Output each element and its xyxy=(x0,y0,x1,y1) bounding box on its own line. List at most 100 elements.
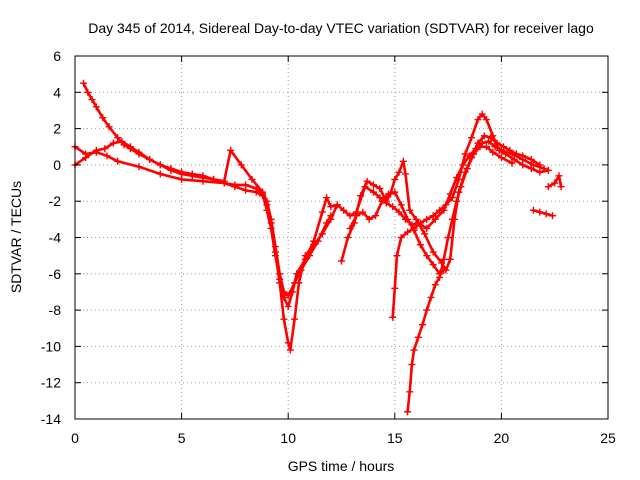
data-point-marker xyxy=(429,248,437,256)
data-point-marker xyxy=(357,192,365,200)
data-point-marker xyxy=(468,134,476,142)
data-point-marker xyxy=(440,266,448,274)
data-point-marker xyxy=(114,157,122,165)
data-point-marker xyxy=(423,306,431,314)
data-point-marker xyxy=(391,175,399,183)
grid xyxy=(75,56,608,419)
data-point-marker xyxy=(536,208,544,216)
data-point-marker xyxy=(327,212,335,220)
data-point-marker xyxy=(414,333,422,341)
data-point-marker xyxy=(557,183,565,191)
data-point-marker xyxy=(271,243,279,251)
data-point-marker xyxy=(431,281,439,289)
data-point-marker xyxy=(376,184,384,192)
data-point-marker xyxy=(401,170,409,178)
data-point-marker xyxy=(389,203,397,211)
data-point-marker xyxy=(423,252,431,260)
data-point-marker xyxy=(527,165,535,173)
series-line xyxy=(340,134,542,272)
y-tick-label: -10 xyxy=(41,338,61,354)
y-tick-label: 0 xyxy=(53,157,61,173)
data-point-marker xyxy=(156,170,164,178)
data-point-marker xyxy=(470,150,478,158)
data-point-marker xyxy=(242,186,250,194)
data-point-marker xyxy=(442,201,450,209)
data-point-marker xyxy=(280,315,288,323)
data-point-marker xyxy=(544,166,552,174)
data-point-marker xyxy=(376,194,384,202)
data-point-marker xyxy=(404,408,412,416)
x-tick-label: 0 xyxy=(71,430,79,446)
y-axis-label: SDTVAR / TECUs xyxy=(8,181,24,293)
data-point-marker xyxy=(404,228,412,236)
data-point-marker xyxy=(397,201,405,209)
data-point-marker xyxy=(126,143,134,151)
data-point-marker xyxy=(333,201,341,209)
x-tick-label: 10 xyxy=(280,430,296,446)
y-tick-label: -8 xyxy=(49,302,62,318)
data-point-marker xyxy=(506,146,514,154)
plot-frame xyxy=(74,55,609,420)
data-point-marker xyxy=(146,155,154,163)
data-point-marker xyxy=(482,116,490,124)
data-point-marker xyxy=(536,168,544,176)
y-tick-label: -12 xyxy=(41,375,61,391)
data-point-marker xyxy=(318,208,326,216)
data-point-marker xyxy=(453,197,461,205)
data-point-marker xyxy=(427,293,435,301)
series-line xyxy=(82,81,339,352)
series-group xyxy=(71,79,565,416)
data-point-marker xyxy=(474,139,482,147)
data-point-marker xyxy=(188,172,196,180)
data-point-marker xyxy=(444,234,452,241)
data-point-marker xyxy=(237,161,245,169)
data-point-marker xyxy=(406,388,414,396)
data-point-marker xyxy=(416,219,424,227)
data-point-marker xyxy=(114,134,122,142)
data-point-marker xyxy=(99,114,107,122)
data-point-marker xyxy=(397,234,405,241)
x-axis-label: GPS time / hours xyxy=(288,458,395,474)
series-track-8 xyxy=(529,206,557,220)
data-point-marker xyxy=(284,292,292,300)
data-point-marker xyxy=(436,206,444,214)
data-point-marker xyxy=(82,154,90,162)
data-point-marker xyxy=(389,313,397,321)
series-track-7 xyxy=(346,188,448,278)
data-point-marker xyxy=(297,266,305,274)
data-point-marker xyxy=(231,183,239,191)
data-point-marker xyxy=(408,361,416,369)
data-point-marker xyxy=(416,241,424,249)
data-point-marker xyxy=(80,79,88,87)
data-point-marker xyxy=(259,188,267,196)
data-point-marker xyxy=(436,270,444,278)
data-point-marker xyxy=(391,188,399,196)
data-point-marker xyxy=(495,146,503,154)
x-tick-label: 25 xyxy=(600,430,616,446)
data-point-marker xyxy=(135,148,143,156)
data-point-marker xyxy=(549,212,557,220)
data-point-marker xyxy=(156,161,164,169)
data-point-marker xyxy=(92,146,100,154)
data-point-marker xyxy=(519,152,527,160)
x-tick-label: 15 xyxy=(387,430,403,446)
data-point-marker xyxy=(135,163,143,171)
data-point-marker xyxy=(429,212,437,220)
data-point-marker xyxy=(346,212,354,220)
data-point-marker xyxy=(410,226,418,234)
data-point-marker xyxy=(291,315,299,323)
data-point-marker xyxy=(399,157,407,165)
data-point-marker xyxy=(448,194,456,202)
y-tick-label: -2 xyxy=(49,193,62,209)
data-point-marker xyxy=(542,210,550,218)
series-track-9 xyxy=(544,172,565,191)
data-point-marker xyxy=(440,255,448,263)
data-point-marker xyxy=(252,188,260,196)
data-point-marker xyxy=(457,183,465,191)
data-point-marker xyxy=(369,181,377,189)
data-point-marker xyxy=(284,339,292,347)
data-point-marker xyxy=(544,183,552,191)
data-point-marker xyxy=(455,175,463,183)
data-point-marker xyxy=(393,252,401,260)
